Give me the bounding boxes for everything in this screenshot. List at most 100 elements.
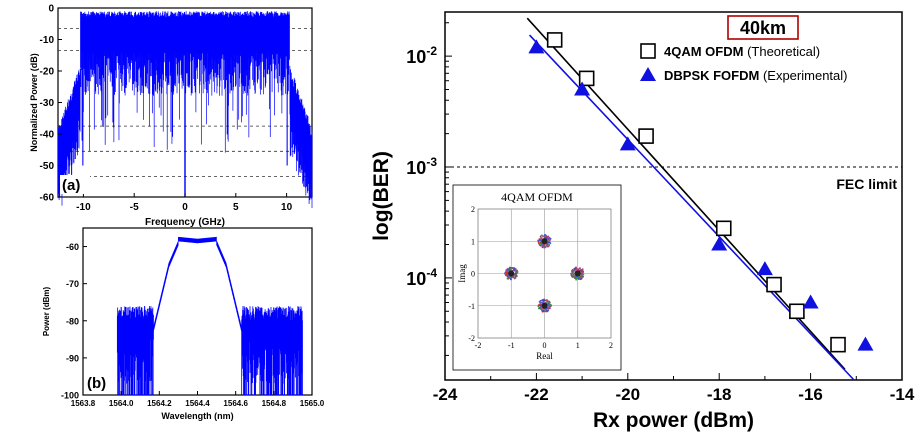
constellation-point [540,308,543,311]
constellation-point [572,269,575,272]
constellation-point [576,276,579,279]
constellation-point [543,244,546,246]
constellation-centroid [541,302,548,309]
y-tick-label: 10-2 [406,44,437,67]
y-tick-label: -80 [66,316,79,326]
y-tick-label: 10-3 [406,155,437,178]
legend-entry: DBPSK FOFDM (Experimental) [664,68,847,83]
constellation-point [575,277,578,280]
y-tick-label: -10 [40,35,55,46]
constellation-point [576,268,578,271]
constellation-inset: 4QAM OFDM -2 -1 0 1 2 2 1 0 -1 -2 Real Imag [452,184,622,371]
data-point-experimental [711,236,728,251]
legend-marker-triangle [640,67,656,81]
data-point-experimental [619,136,636,151]
x-tick-label: 1564.2 [147,399,172,408]
inset-x-tick-label: -1 [508,341,515,350]
legend: 4QAM OFDM (Theoretical) DBPSK FOFDM (Expe… [640,43,847,83]
constellation-point [543,299,545,302]
panel-label: (a) [62,177,80,194]
x-tick-label: -5 [130,202,139,213]
constellation-point [548,236,551,239]
data-point-experimental [802,294,819,309]
y-tick-label: -60 [66,242,79,252]
data-point-experimental [857,336,874,351]
y-tick-label: -100 [61,391,79,401]
constellation-cluster [570,266,585,281]
x-axis-label: Wavelength (nm) [161,411,233,421]
y-axis-label: Power (dBm) [42,287,51,337]
constellation-point [508,268,511,270]
constellation-point [511,267,514,269]
constellation-point [571,273,574,275]
constellation-centroid [508,270,515,277]
constellation-point [581,276,583,279]
inset-x-tick-label: 1 [576,341,580,350]
constellation-point [547,309,550,312]
constellation-point [506,277,509,280]
constellation-point [540,243,542,246]
inset-y-tick-label: 2 [471,205,475,214]
panel-label-background [60,175,90,194]
constellation-point [513,269,516,272]
constellation-point [581,270,584,273]
constellation-point [537,241,540,244]
y-tick-label: -20 [40,67,55,78]
constellation-point [509,278,512,281]
panel-label: (b) [87,375,106,392]
constellation-cluster [537,298,552,313]
constellation-point [542,235,544,238]
constellation-point [541,244,544,247]
constellation-point [506,275,509,277]
constellation-point [572,271,574,274]
constellation-point [541,234,543,237]
x-tick-label: 1564.0 [109,399,134,408]
inset-y-axis-label: Imag [457,264,467,283]
distance-badge: 40km [740,18,786,38]
constellation-point [539,304,542,307]
x-tick-label: 1564.8 [262,399,287,408]
data-point-theoretical [578,70,595,87]
inset-y-tick-label: 0 [471,270,475,279]
constellation-point [548,243,551,246]
constellation-point [513,268,516,271]
panel-label-background [85,373,113,392]
x-tick-label: -18 [707,385,732,404]
constellation-point [547,300,550,303]
data-point-experimental [574,81,591,96]
constellation-point [578,267,581,270]
constellation-point [549,239,551,242]
constellation-point [574,268,577,270]
x-tick-label: -20 [616,385,641,404]
y-tick-label: -50 [40,161,55,172]
constellation-point [512,276,515,279]
data-point-theoretical [766,276,782,293]
distance-badge-frame [727,15,799,40]
x-tick-label: 1564.4 [185,399,210,408]
inset-y-tick-label: -2 [468,334,475,343]
legend-marker-square [640,43,656,59]
constellation-point [514,275,517,278]
inset-x-axis-label: Real [536,351,553,361]
constellation-point [550,304,552,306]
constellation-point [546,243,549,245]
x-axis-label: Rx power (dBm) [593,409,754,432]
panel-b-optical-spectrum-chart: 1563.8 1564.0 1564.2 1564.4 1564.6 1564.8 1565… [42,227,325,421]
x-tick-label: 1563.8 [71,399,96,408]
y-tick-label: 10-4 [406,266,437,289]
data-point-theoretical [546,32,563,48]
constellation-point [538,306,541,309]
x-tick-label: 5 [233,202,239,213]
constellation-point [581,274,584,277]
constellation-point [537,304,540,307]
fec-limit-label: FEC limit [836,176,897,192]
constellation-point [516,271,519,274]
inset-x-tick-label: 0 [543,341,547,350]
constellation-point [514,274,516,276]
constellation-point [541,299,544,302]
constellation-point [547,241,550,244]
data-point-theoretical [715,220,732,237]
x-tick-label: 10 [281,202,293,213]
